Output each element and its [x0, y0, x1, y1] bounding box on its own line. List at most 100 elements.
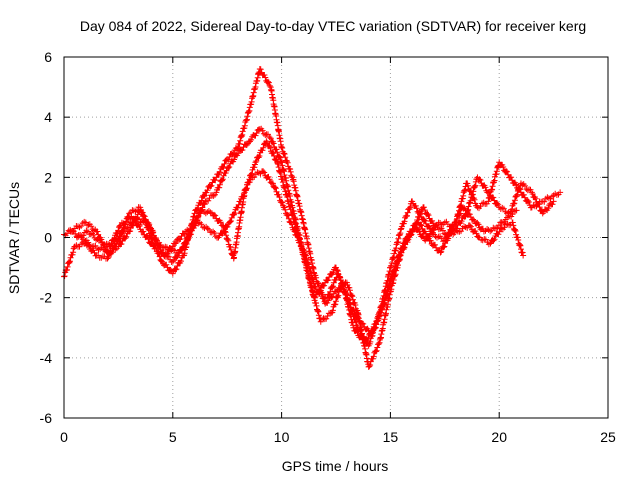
data-point-trail	[387, 226, 404, 269]
data-point-trail	[445, 227, 460, 238]
data-point-trail	[195, 219, 210, 231]
data-point-trail	[84, 221, 99, 234]
data-point-trail	[412, 223, 428, 242]
chart-title: Day 084 of 2022, Sidereal Day-to-day VTE…	[80, 18, 586, 34]
data-point	[437, 249, 444, 256]
data-point-trail	[156, 239, 170, 251]
data-point-trail	[401, 222, 417, 246]
data-point-trail	[173, 230, 188, 246]
data-point-trail	[307, 282, 324, 322]
data-point-trail	[129, 215, 145, 235]
data-point-trail	[184, 221, 199, 234]
data-point-trail	[203, 191, 218, 204]
data-point-trail	[390, 242, 406, 275]
data-point-trail	[347, 300, 362, 324]
data-point-trail	[476, 199, 490, 212]
data-point-trail	[214, 157, 230, 178]
data-point-trail	[279, 159, 296, 209]
data-point-trail	[249, 169, 264, 181]
data-point-trail	[344, 281, 361, 314]
data-point-trail	[258, 125, 273, 141]
data-point-trail	[86, 230, 101, 243]
data-point-trail	[541, 193, 555, 205]
data-point	[213, 174, 220, 181]
data-point-trail	[488, 225, 504, 244]
data-point-trail	[325, 271, 341, 298]
data-point	[470, 216, 477, 223]
data-point-trail	[61, 244, 78, 280]
data-point	[267, 135, 274, 142]
data-point-trail	[292, 231, 308, 258]
data-point	[171, 240, 178, 247]
data-point-trail	[144, 222, 160, 244]
plot-frame	[63, 56, 609, 419]
data-point-trail	[274, 160, 291, 204]
data-point-trail	[236, 140, 251, 154]
data-point-trail	[73, 218, 88, 231]
data-point-trail	[456, 223, 471, 235]
data-point-trail	[300, 220, 317, 276]
y-tick-label: -6	[40, 410, 53, 426]
data-point	[411, 222, 418, 229]
data-point	[169, 270, 176, 277]
data-point-trail	[478, 236, 492, 248]
data-point-trail	[268, 138, 284, 165]
data-point-trail	[519, 181, 534, 194]
data-point-trail	[376, 288, 393, 343]
data-point-trail	[231, 192, 248, 261]
x-tick-label: 5	[169, 429, 177, 445]
data-point	[84, 228, 91, 235]
data-point	[143, 219, 150, 226]
data-point-trail	[270, 183, 287, 209]
data-point-trail	[225, 145, 240, 163]
data-point-trail	[303, 252, 319, 292]
data-point-trail	[379, 271, 396, 312]
data-point-trail	[368, 306, 384, 335]
data-point	[306, 279, 313, 286]
x-tick-labels: 0 5 10 15 20 25	[60, 429, 616, 445]
data-point-trail	[289, 176, 306, 223]
data-point	[291, 228, 298, 235]
data-point	[252, 159, 259, 166]
x-tick-label: 15	[383, 429, 399, 445]
data-point-trail	[427, 237, 443, 254]
data-point-trail	[225, 151, 241, 171]
data-point	[513, 207, 520, 214]
x-tick-label: 25	[600, 429, 616, 445]
data-point-trail	[75, 227, 90, 240]
data-series	[61, 66, 564, 370]
data-point-trail	[214, 167, 230, 193]
data-point-trail	[107, 223, 123, 250]
x-tick-label: 10	[274, 429, 290, 445]
y-tick-label: 6	[44, 49, 52, 65]
data-point	[361, 339, 368, 346]
data-point	[104, 255, 111, 262]
data-point-trail	[177, 232, 193, 253]
data-point-trail	[118, 214, 134, 227]
data-point	[269, 180, 276, 187]
data-point-trail	[235, 109, 252, 147]
data-point-trail	[423, 223, 439, 242]
x-tick-label: 0	[60, 429, 68, 445]
data-point	[400, 240, 407, 247]
y-tick-label: -4	[40, 350, 53, 366]
data-point-trail	[540, 200, 556, 215]
data-point-trail	[432, 233, 447, 245]
data-point-trail	[493, 218, 508, 231]
data-point-trail	[335, 273, 352, 304]
data-point-trail	[279, 145, 295, 180]
data-point-trail	[518, 191, 534, 211]
data-point-trail	[497, 204, 512, 217]
data-point	[557, 189, 564, 196]
data-point-trail	[140, 228, 156, 247]
data-point-trail	[257, 66, 273, 89]
data-point-trail	[268, 86, 285, 150]
data-point	[204, 225, 211, 232]
data-point-trail	[151, 244, 166, 257]
data-point	[235, 144, 242, 151]
data-point-trail	[281, 204, 297, 233]
x-tick-label: 20	[491, 429, 507, 445]
y-tick-label: 0	[44, 230, 52, 246]
data-point-trail	[285, 200, 302, 241]
data-point-trail	[552, 190, 562, 198]
